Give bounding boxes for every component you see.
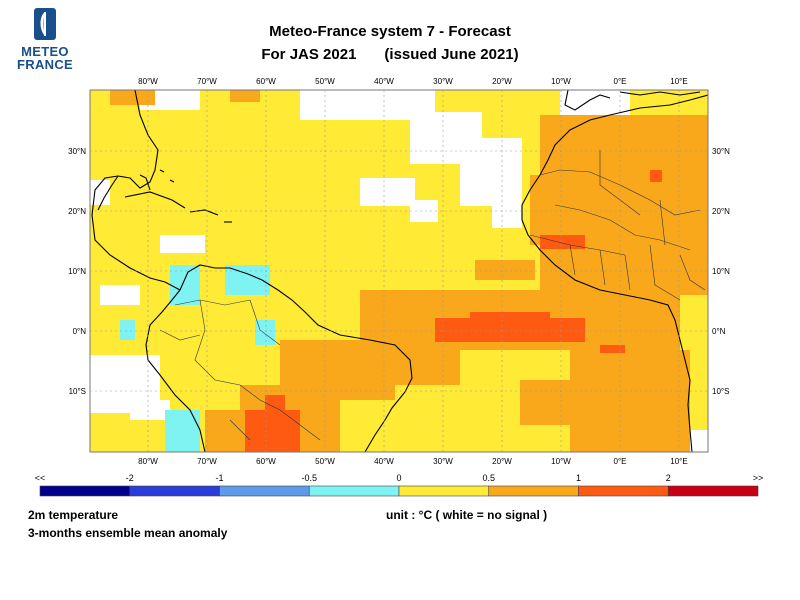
longitude-label: 20°W <box>492 457 512 466</box>
longitude-label: 60°W <box>256 77 276 86</box>
colorbar-segment <box>488 485 579 497</box>
latitude-label: 10°N <box>712 267 730 276</box>
longitude-label: 0°E <box>614 457 627 466</box>
longitude-label: 80°W <box>138 77 158 86</box>
colorbar-segment <box>398 485 490 497</box>
logo-text-france: FRANCE <box>17 57 73 72</box>
colorbar-labels: << -2 -1 -0.5 0 0.5 1 2 >> <box>35 473 764 483</box>
latitude-label: 30°N <box>712 147 730 156</box>
latitude-label: 10°S <box>69 387 86 396</box>
latitude-label: 10°N <box>68 267 86 276</box>
latitude-label: 20°N <box>712 207 730 216</box>
country-borders <box>159 150 706 441</box>
longitude-label: 10°W <box>551 77 571 86</box>
latitude-label: 0°N <box>73 327 87 336</box>
longitude-labels-top: 80°W 70°W 60°W 50°W 40°W 30°W 20°W 10°W 0°E 10°E <box>138 77 688 86</box>
longitude-label: 50°W <box>315 457 335 466</box>
colorbar-tick-label: << <box>35 473 46 483</box>
meteo-france-emblem-icon <box>34 8 56 40</box>
latitude-label: 30°N <box>68 147 86 156</box>
latitude-label: 10°S <box>712 387 729 396</box>
map-field <box>90 90 708 452</box>
longitude-label: 70°W <box>197 77 217 86</box>
colorbar-segment <box>39 485 131 497</box>
longitude-label: 10°E <box>670 457 687 466</box>
issued-label: (issued June 2021) <box>384 46 519 63</box>
longitude-label: 20°W <box>492 77 512 86</box>
colorbar-tick-label: 2 <box>666 473 671 483</box>
description-label: 3-months ensemble mean anomaly <box>28 526 228 540</box>
latitude-label: 20°N <box>68 207 86 216</box>
longitude-label: 40°W <box>374 457 394 466</box>
colorbar-segment <box>129 485 220 497</box>
longitude-labels-bottom: 80°W 70°W 60°W 50°W 40°W 30°W 20°W 10°W 0°E 10°E <box>138 457 688 466</box>
colorbar-segment <box>578 485 669 497</box>
longitude-label: 0°E <box>614 77 627 86</box>
variable-label: 2m temperature <box>28 508 119 522</box>
colorbar-tick-label: 0.5 <box>482 473 495 483</box>
colorbar-tick-label: 0 <box>396 473 401 483</box>
longitude-label: 80°W <box>138 457 158 466</box>
longitude-label: 10°W <box>551 457 571 466</box>
longitude-label: 30°W <box>433 77 453 86</box>
colorbar-segment <box>667 485 759 497</box>
longitude-label: 50°W <box>315 77 335 86</box>
colorbar-tick-label: -2 <box>126 473 134 483</box>
colorbar-segment <box>219 485 310 497</box>
longitude-label: 40°W <box>374 77 394 86</box>
colorbar-tick-label: -0.5 <box>301 473 317 483</box>
season-label: For JAS 2021 <box>261 46 357 63</box>
colorbar-tick-label: >> <box>753 473 764 483</box>
page-subtitle: For JAS 2021 (issued June 2021) <box>200 46 580 63</box>
colorbar-segment <box>308 485 400 497</box>
latitude-labels-left: 30°N 20°N 10°N 0°N 10°S <box>68 147 86 396</box>
colorbar-tick-label: -1 <box>215 473 223 483</box>
latitude-labels-right: 30°N 20°N 10°N 0°N 10°S <box>712 147 730 396</box>
colorbar-tick-label: 1 <box>576 473 581 483</box>
longitude-label: 60°W <box>256 457 276 466</box>
longitude-label: 10°E <box>670 77 687 86</box>
latitude-label: 0°N <box>712 327 726 336</box>
longitude-label: 70°W <box>197 457 217 466</box>
logo-text-meteo: METEO <box>21 44 69 59</box>
colorbar <box>39 485 759 497</box>
longitude-label: 30°W <box>433 457 453 466</box>
page-title: Meteo-France system 7 - Forecast <box>269 23 511 40</box>
gridlines <box>90 90 708 452</box>
moderate-anomaly-areas <box>110 90 708 452</box>
unit-label: unit : °C ( white = no signal ) <box>386 508 548 522</box>
